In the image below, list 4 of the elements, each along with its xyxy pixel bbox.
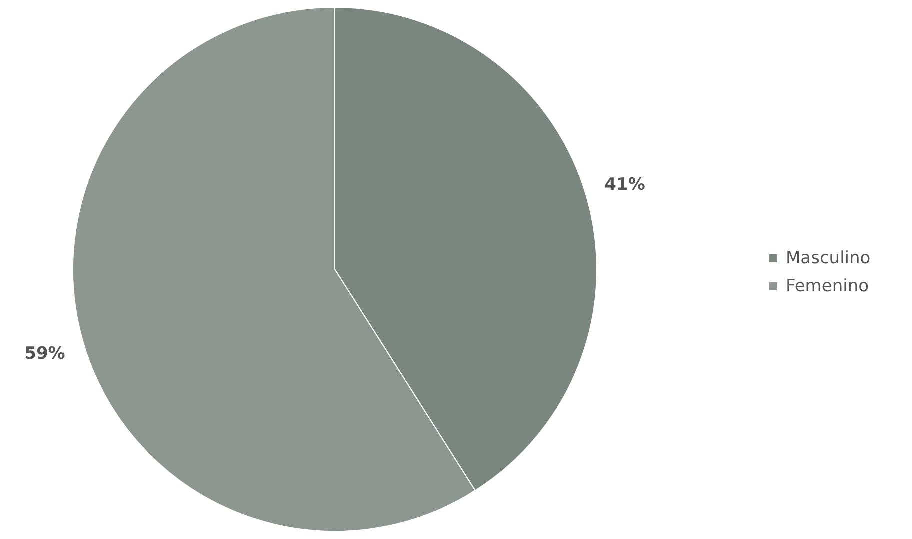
data-label: 59%	[24, 344, 66, 364]
data-label: 41%	[604, 175, 646, 196]
legend-label: Masculino	[786, 248, 871, 268]
legend-label: Femenino	[786, 276, 869, 296]
